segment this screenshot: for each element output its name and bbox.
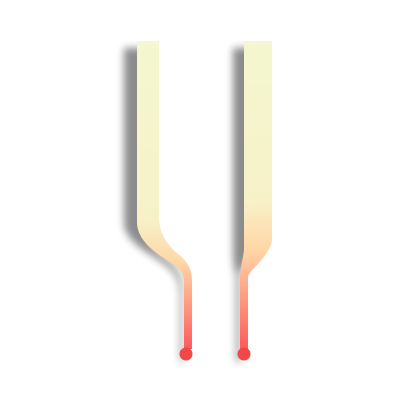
left-strip-body xyxy=(137,41,192,349)
left-strip xyxy=(137,41,193,361)
right-strip-body xyxy=(240,41,272,349)
right-pin-head xyxy=(237,347,251,361)
right-strip xyxy=(237,41,272,361)
left-pin-head xyxy=(179,347,193,361)
